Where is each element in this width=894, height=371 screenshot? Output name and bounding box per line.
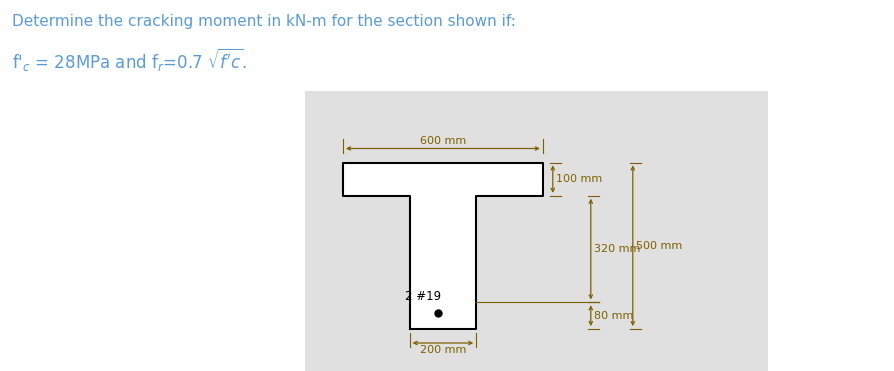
Text: f'$_c$ = 28MPa and f$_r$=0.7 $\sqrt{f'c}$.: f'$_c$ = 28MPa and f$_r$=0.7 $\sqrt{f'c}… <box>12 46 247 73</box>
Text: 320 mm: 320 mm <box>593 244 639 254</box>
Text: 200 mm: 200 mm <box>419 345 466 355</box>
Polygon shape <box>342 162 542 329</box>
Text: 100 mm: 100 mm <box>555 174 602 184</box>
Text: 80 mm: 80 mm <box>593 311 632 321</box>
Bar <box>305 91 767 371</box>
Text: 2 #19: 2 #19 <box>404 290 440 303</box>
Text: 600 mm: 600 mm <box>419 135 466 145</box>
Text: Determine the cracking moment in kN-m for the section shown if:: Determine the cracking moment in kN-m fo… <box>12 14 515 29</box>
Text: 500 mm: 500 mm <box>635 241 681 251</box>
